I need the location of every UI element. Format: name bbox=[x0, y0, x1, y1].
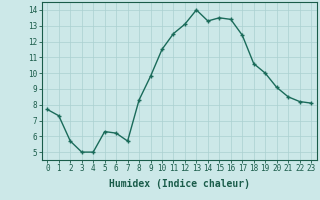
X-axis label: Humidex (Indice chaleur): Humidex (Indice chaleur) bbox=[109, 179, 250, 189]
